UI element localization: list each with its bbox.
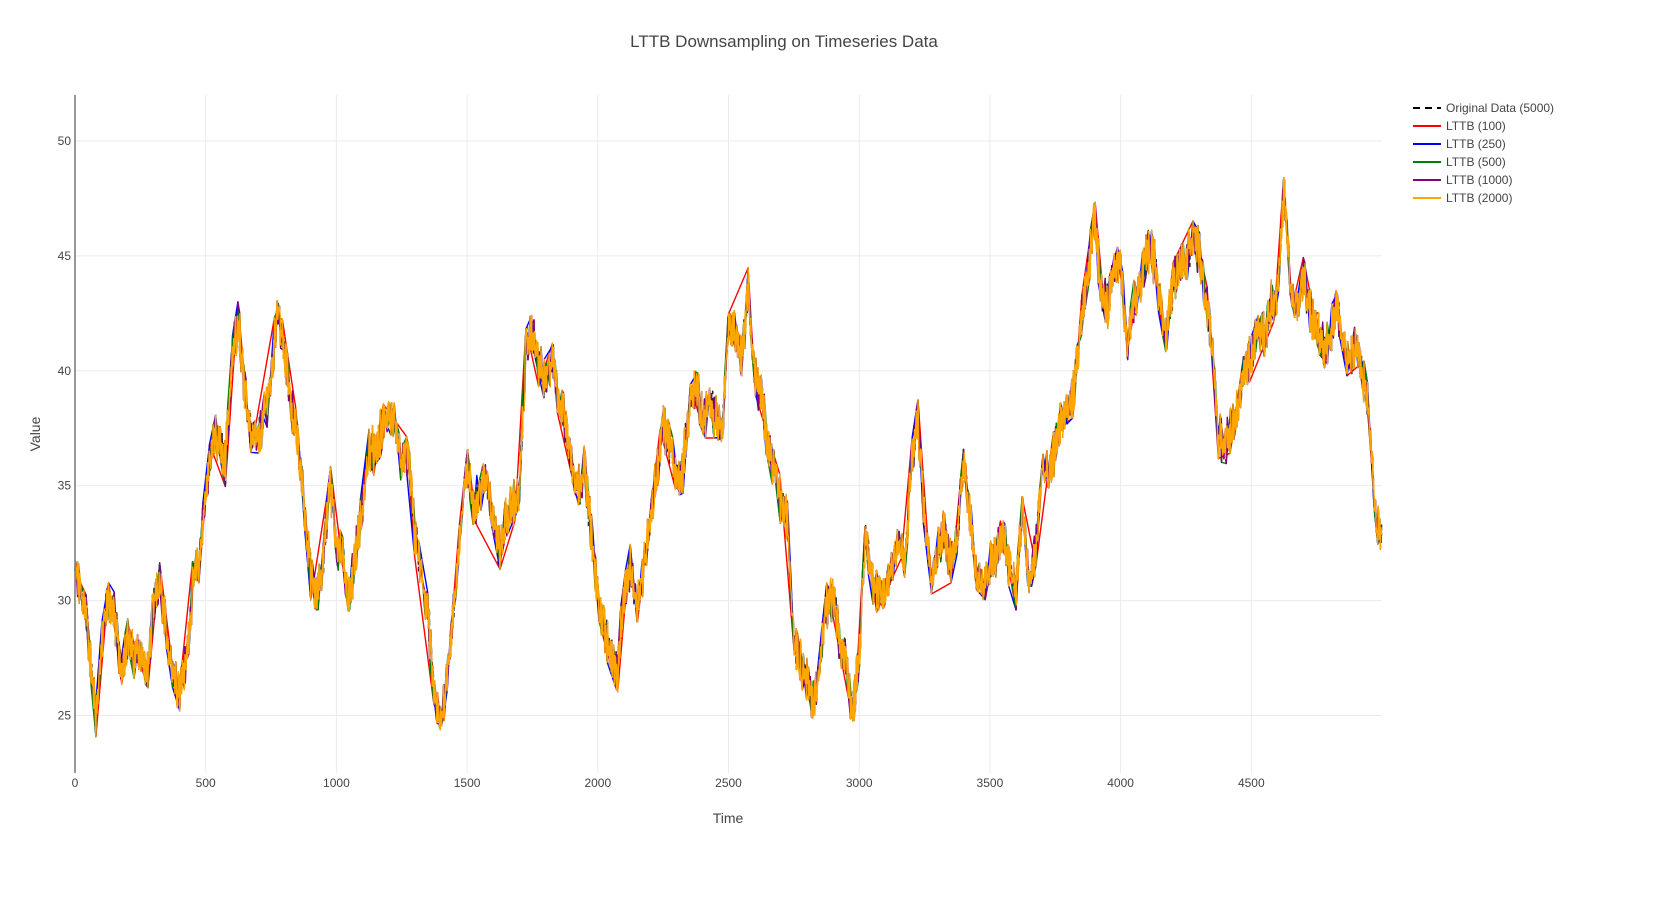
y-tick-label: 40 [58,364,72,378]
x-tick-label: 3000 [846,776,873,790]
legend-item[interactable]: LTTB (500) [1413,155,1506,169]
legend-item[interactable]: LTTB (2000) [1413,191,1512,205]
series-lines [74,177,1383,738]
y-tick-label: 25 [58,709,72,723]
x-tick-label: 4500 [1238,776,1265,790]
chart-title: LTTB Downsampling on Timeseries Data [630,32,938,51]
legend-item[interactable]: LTTB (100) [1413,119,1506,133]
axes: 0 500 1000 1500 2000 2500 3000 3500 4000 4500 25 30… [58,95,1265,790]
x-tick-label: 3500 [977,776,1004,790]
legend-item[interactable]: LTTB (1000) [1413,173,1512,187]
legend-item[interactable]: LTTB (250) [1413,137,1506,151]
legend-label: LTTB (100) [1446,119,1506,133]
x-tick-label: 0 [72,776,79,790]
y-tick-label: 35 [58,479,72,493]
x-tick-label: 1000 [323,776,350,790]
y-tick-label: 30 [58,594,72,608]
legend-label: LTTB (1000) [1446,173,1512,187]
y-axis-label: Value [27,416,43,451]
legend-item[interactable]: Original Data (5000) [1413,101,1554,115]
x-tick-label: 500 [196,776,216,790]
series-line-lttb-2000 [74,177,1383,738]
x-tick-label: 2000 [584,776,611,790]
legend-label: LTTB (500) [1446,155,1506,169]
legend-label: Original Data (5000) [1446,101,1554,115]
legend-label: LTTB (2000) [1446,191,1512,205]
grid-lines [75,95,1382,773]
x-axis-label: Time [713,810,744,826]
x-tick-label: 1500 [454,776,481,790]
legend: Original Data (5000) LTTB (100) LTTB (250)… [1413,101,1554,205]
x-tick-label: 4000 [1107,776,1134,790]
y-tick-label: 50 [58,134,72,148]
y-tick-label: 45 [58,249,72,263]
legend-label: LTTB (250) [1446,137,1506,151]
x-tick-label: 2500 [715,776,742,790]
